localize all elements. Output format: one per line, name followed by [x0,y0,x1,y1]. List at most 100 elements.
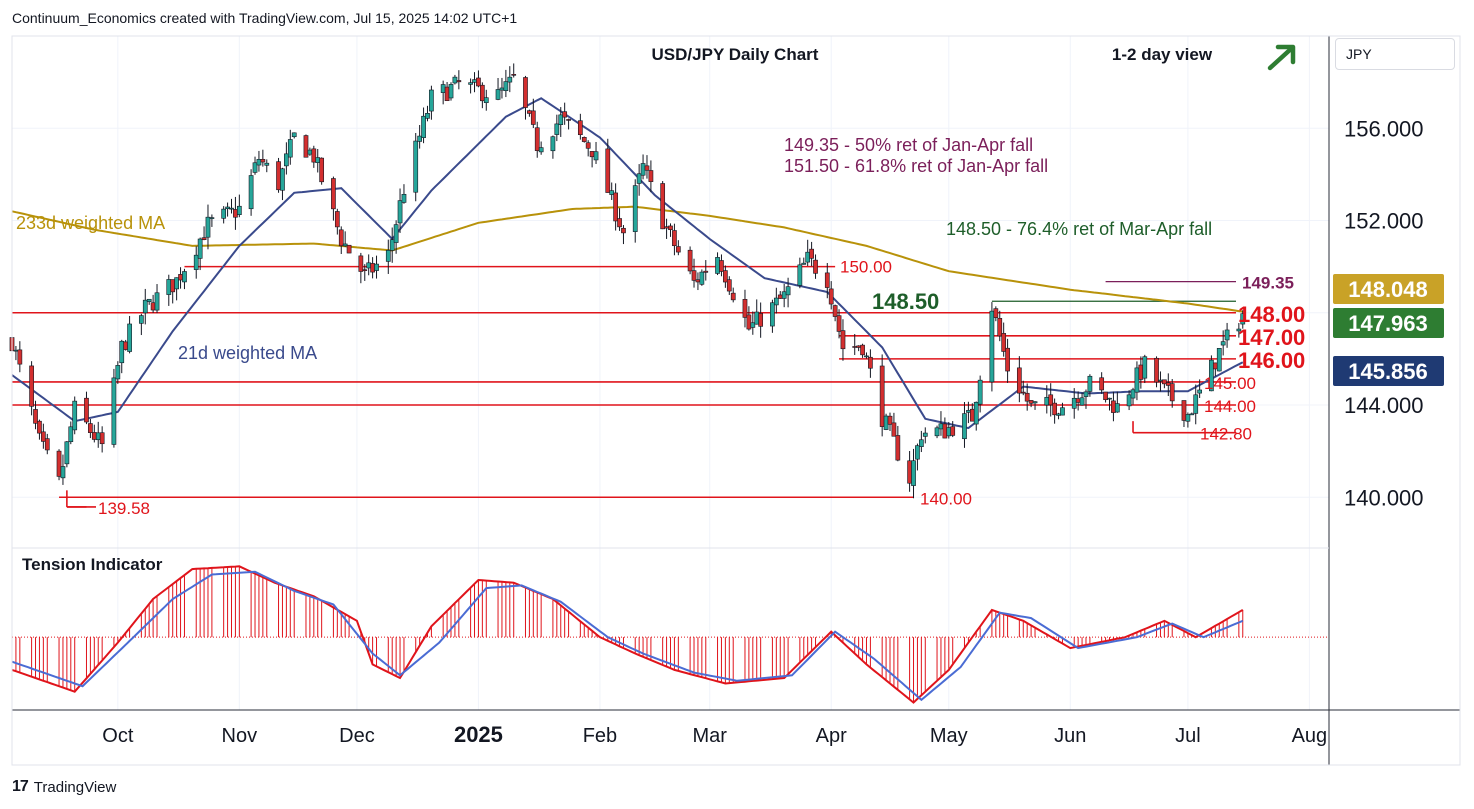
x-tick-Jul: Jul [1175,725,1201,747]
candle-body [832,305,838,317]
y-tick-144.000: 144.000 [1344,393,1424,418]
candle-body [1162,379,1167,385]
candle-body [338,229,344,247]
candle-body [703,270,709,273]
candle-body [1209,359,1214,392]
candle-body [1107,397,1112,400]
candle-body [452,76,458,84]
candle-body [331,178,336,210]
candle-body [123,341,129,350]
currency-selector[interactable]: JPY [1335,38,1455,70]
candle-body [1165,382,1171,386]
candle-body [483,97,489,104]
ma233-line [11,205,1243,313]
candle-body [64,441,70,465]
ma233-label: 233d weighted MA [16,213,165,233]
level-label-145.00: 145.00 [1204,374,1256,393]
candle-body [962,413,967,440]
fib-label-149.35: 149.35 [1242,274,1294,293]
candle-body [334,211,340,228]
price-badge-label-147.963: 147.963 [1348,311,1428,336]
candle-body [511,74,517,76]
price-badge-label-145.856: 145.856 [1348,359,1428,384]
grid-lines [12,36,1329,710]
candle-body [91,432,97,440]
indicator-line [11,565,1244,704]
candle-body [809,248,814,259]
candle-body [687,249,693,272]
candle-body [1181,400,1187,421]
candle-body [1099,377,1105,391]
annotation-fib-618: 151.50 - 61.8% ret of Jan-Apr fall [784,156,1048,176]
candle-body [997,318,1003,337]
candle-body [1240,313,1246,325]
candle-body [33,409,38,424]
candle-body [836,315,842,332]
candle-body [883,415,889,430]
candle-body [1154,357,1159,383]
indicator-title: Tension Indicator [22,555,163,574]
candle-body [828,288,834,305]
candle-body [68,426,74,443]
candle-body [1134,367,1140,393]
candle-body [276,161,281,191]
candle-body [938,423,944,430]
candle-body [640,163,646,176]
candle-body [726,279,732,292]
x-tick-Mar: Mar [692,725,727,747]
candle-body [389,239,395,251]
candle-body [918,439,924,447]
up-arrow-icon [1267,44,1296,71]
candle-body [1060,407,1065,416]
candle-body [868,356,873,369]
candle-body [613,192,618,222]
x-tick-Oct: Oct [102,725,134,747]
candle-body [585,142,591,149]
candle-body [915,445,920,460]
candle-body [397,200,403,224]
candle-body [205,216,211,238]
tradingview-logo[interactable]: 17 TradingView [12,778,116,796]
x-tick-Nov: Nov [222,725,258,747]
candle-body [319,157,325,183]
candle-body [785,286,791,296]
candle-body [719,260,724,272]
candle-body [138,315,144,324]
candle-body [695,279,701,283]
price-badge-145.856 [1333,356,1444,386]
candle-body [1126,394,1132,407]
candle-body [887,415,893,425]
candle-body [1193,394,1199,414]
candle-body [315,157,321,163]
candle-body [248,175,254,210]
candle-body [401,193,407,203]
candle-body [225,206,230,210]
candle-body [891,422,897,437]
candle-body [127,323,132,352]
level-label-140.00: 140.00 [920,489,972,508]
candle-body [977,379,983,405]
candle-body [950,426,956,436]
candle-body [895,435,901,461]
candle-body [558,114,564,125]
candle-body [1169,383,1175,402]
candle-body [907,460,912,484]
chart-title: USD/JPY Daily Chart [652,45,819,64]
candle-body [72,400,78,431]
candle-body [911,460,916,486]
candle-body [644,165,650,171]
level-label-147.00: 147.00 [1238,325,1305,350]
candle-body [413,140,419,193]
candle-body [146,298,152,303]
candle-body [468,82,473,85]
ma21-label: 21d weighted MA [178,343,317,363]
x-tick-Apr: Apr [816,725,847,747]
annotation-fib-50: 149.35 - 50% ret of Jan-Apr fall [784,135,1033,155]
candle-body [770,302,775,327]
candle-body [84,397,89,423]
candle-body [852,346,858,348]
candle-body [40,431,46,442]
fib-label-148.50: 148.50 [872,289,939,314]
candle-body [119,340,125,364]
